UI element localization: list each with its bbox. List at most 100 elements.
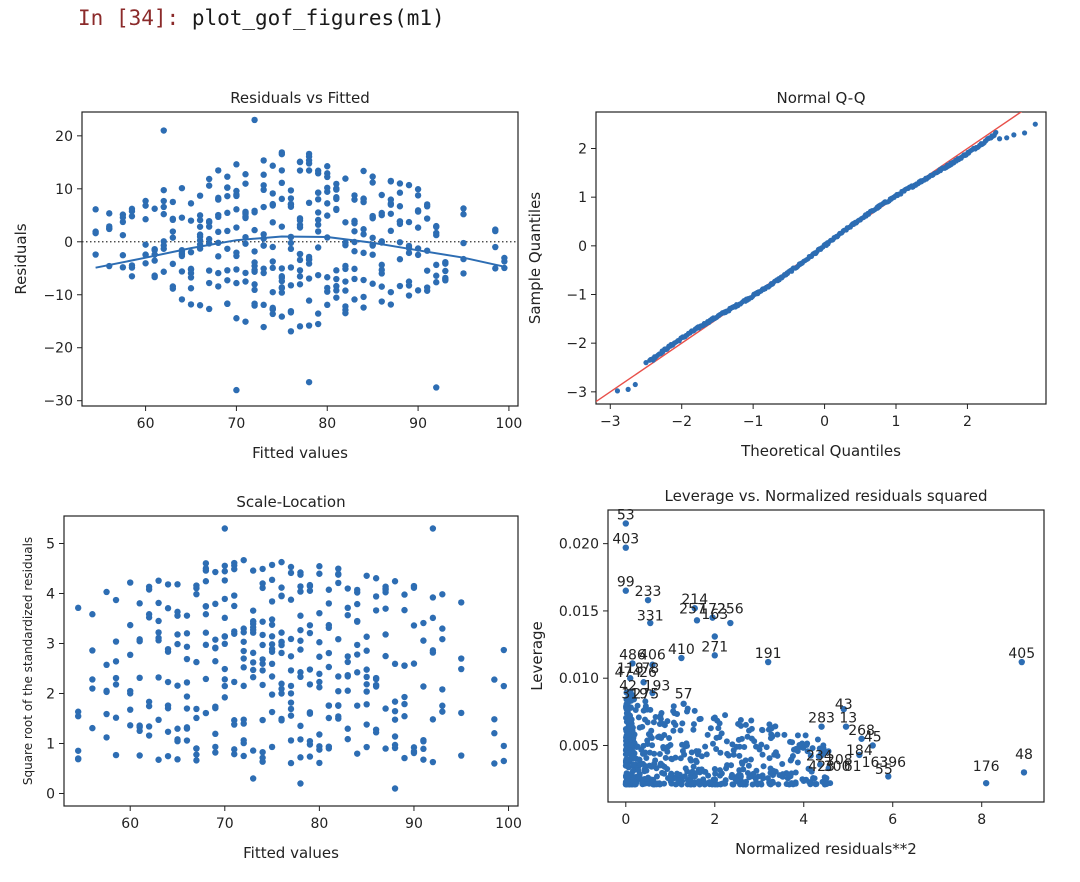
data-point — [297, 571, 304, 578]
data-point — [296, 158, 304, 166]
data-point — [688, 757, 695, 764]
data-point — [625, 386, 631, 392]
data-point — [259, 748, 266, 756]
data-point — [335, 687, 342, 695]
data-point — [728, 771, 735, 778]
data-point — [296, 250, 304, 258]
data-point — [372, 575, 380, 582]
data-point — [224, 184, 231, 191]
data-point — [193, 590, 200, 598]
data-point — [231, 565, 238, 573]
data-point — [202, 578, 210, 585]
data-point — [296, 256, 304, 264]
data-point — [423, 267, 431, 274]
data-point — [268, 561, 276, 569]
data-point — [142, 251, 149, 258]
point-annotation: 474 — [615, 665, 642, 681]
data-point — [335, 570, 342, 578]
data-point — [314, 228, 322, 235]
point-annotation: 271 — [701, 639, 728, 655]
data-point — [646, 731, 653, 738]
data-point — [698, 766, 705, 773]
point-annotation: 403 — [612, 532, 639, 548]
data-point — [151, 205, 158, 212]
x-tick-label: −3 — [600, 414, 621, 430]
data-point — [360, 195, 367, 202]
data-point — [155, 577, 162, 584]
data-point — [212, 568, 219, 576]
data-point — [259, 618, 266, 625]
data-point — [305, 150, 313, 158]
data-point — [996, 136, 1003, 142]
data-point — [240, 720, 247, 727]
data-point — [268, 633, 276, 640]
data-point — [196, 216, 204, 224]
data-point — [305, 157, 313, 164]
data-point — [142, 197, 149, 205]
data-point — [622, 544, 629, 551]
data-point — [278, 629, 285, 636]
data-point — [316, 570, 323, 577]
data-point — [649, 689, 656, 697]
data-point — [774, 752, 781, 759]
data-point — [360, 167, 367, 175]
data-point — [151, 273, 158, 281]
data-point — [725, 752, 732, 759]
data-point — [249, 666, 257, 674]
data-point — [136, 600, 143, 607]
data-point — [688, 781, 695, 788]
data-point — [196, 212, 204, 219]
point-annotation: 396 — [879, 755, 906, 771]
data-point — [287, 569, 295, 577]
data-point — [401, 713, 408, 720]
data-point — [885, 773, 892, 780]
data-point — [240, 655, 247, 662]
data-point — [492, 227, 499, 235]
data-point — [242, 278, 249, 285]
data-point — [634, 743, 641, 750]
data-point — [268, 673, 276, 680]
data-point — [351, 265, 358, 273]
data-point — [821, 750, 828, 757]
data-point — [287, 699, 295, 706]
data-point — [259, 716, 266, 724]
data-point — [627, 723, 634, 730]
data-point — [268, 641, 276, 648]
data-point — [369, 234, 376, 242]
data-point — [142, 241, 149, 248]
data-point — [278, 685, 285, 693]
x-tick-label: 8 — [977, 812, 986, 828]
data-point — [193, 582, 200, 589]
data-point — [622, 587, 629, 594]
data-point — [414, 192, 422, 199]
data-point — [89, 685, 96, 692]
data-point — [727, 619, 734, 627]
y-axis-label: Residuals — [12, 223, 30, 294]
data-point — [729, 741, 736, 748]
data-point — [405, 278, 413, 285]
data-point — [215, 228, 222, 236]
data-point — [825, 765, 832, 772]
data-point — [287, 195, 295, 202]
point-annotation: 423 — [808, 759, 835, 775]
data-point — [155, 756, 162, 763]
data-point — [142, 202, 149, 209]
data-point — [224, 192, 231, 200]
data-point — [420, 683, 427, 690]
data-point — [316, 684, 323, 691]
data-point — [249, 649, 257, 657]
data-point — [650, 719, 657, 726]
data-point — [260, 242, 267, 249]
x-axis-label: Theoretical Quantiles — [740, 442, 901, 460]
data-point — [240, 556, 247, 564]
data-point — [221, 568, 228, 575]
data-point — [333, 180, 340, 188]
data-point — [369, 280, 376, 287]
data-point — [269, 264, 276, 272]
data-point — [251, 259, 258, 266]
data-point — [405, 218, 413, 226]
data-point — [387, 288, 395, 296]
data-point — [119, 231, 127, 239]
data-point — [723, 765, 730, 772]
data-point — [260, 265, 267, 272]
